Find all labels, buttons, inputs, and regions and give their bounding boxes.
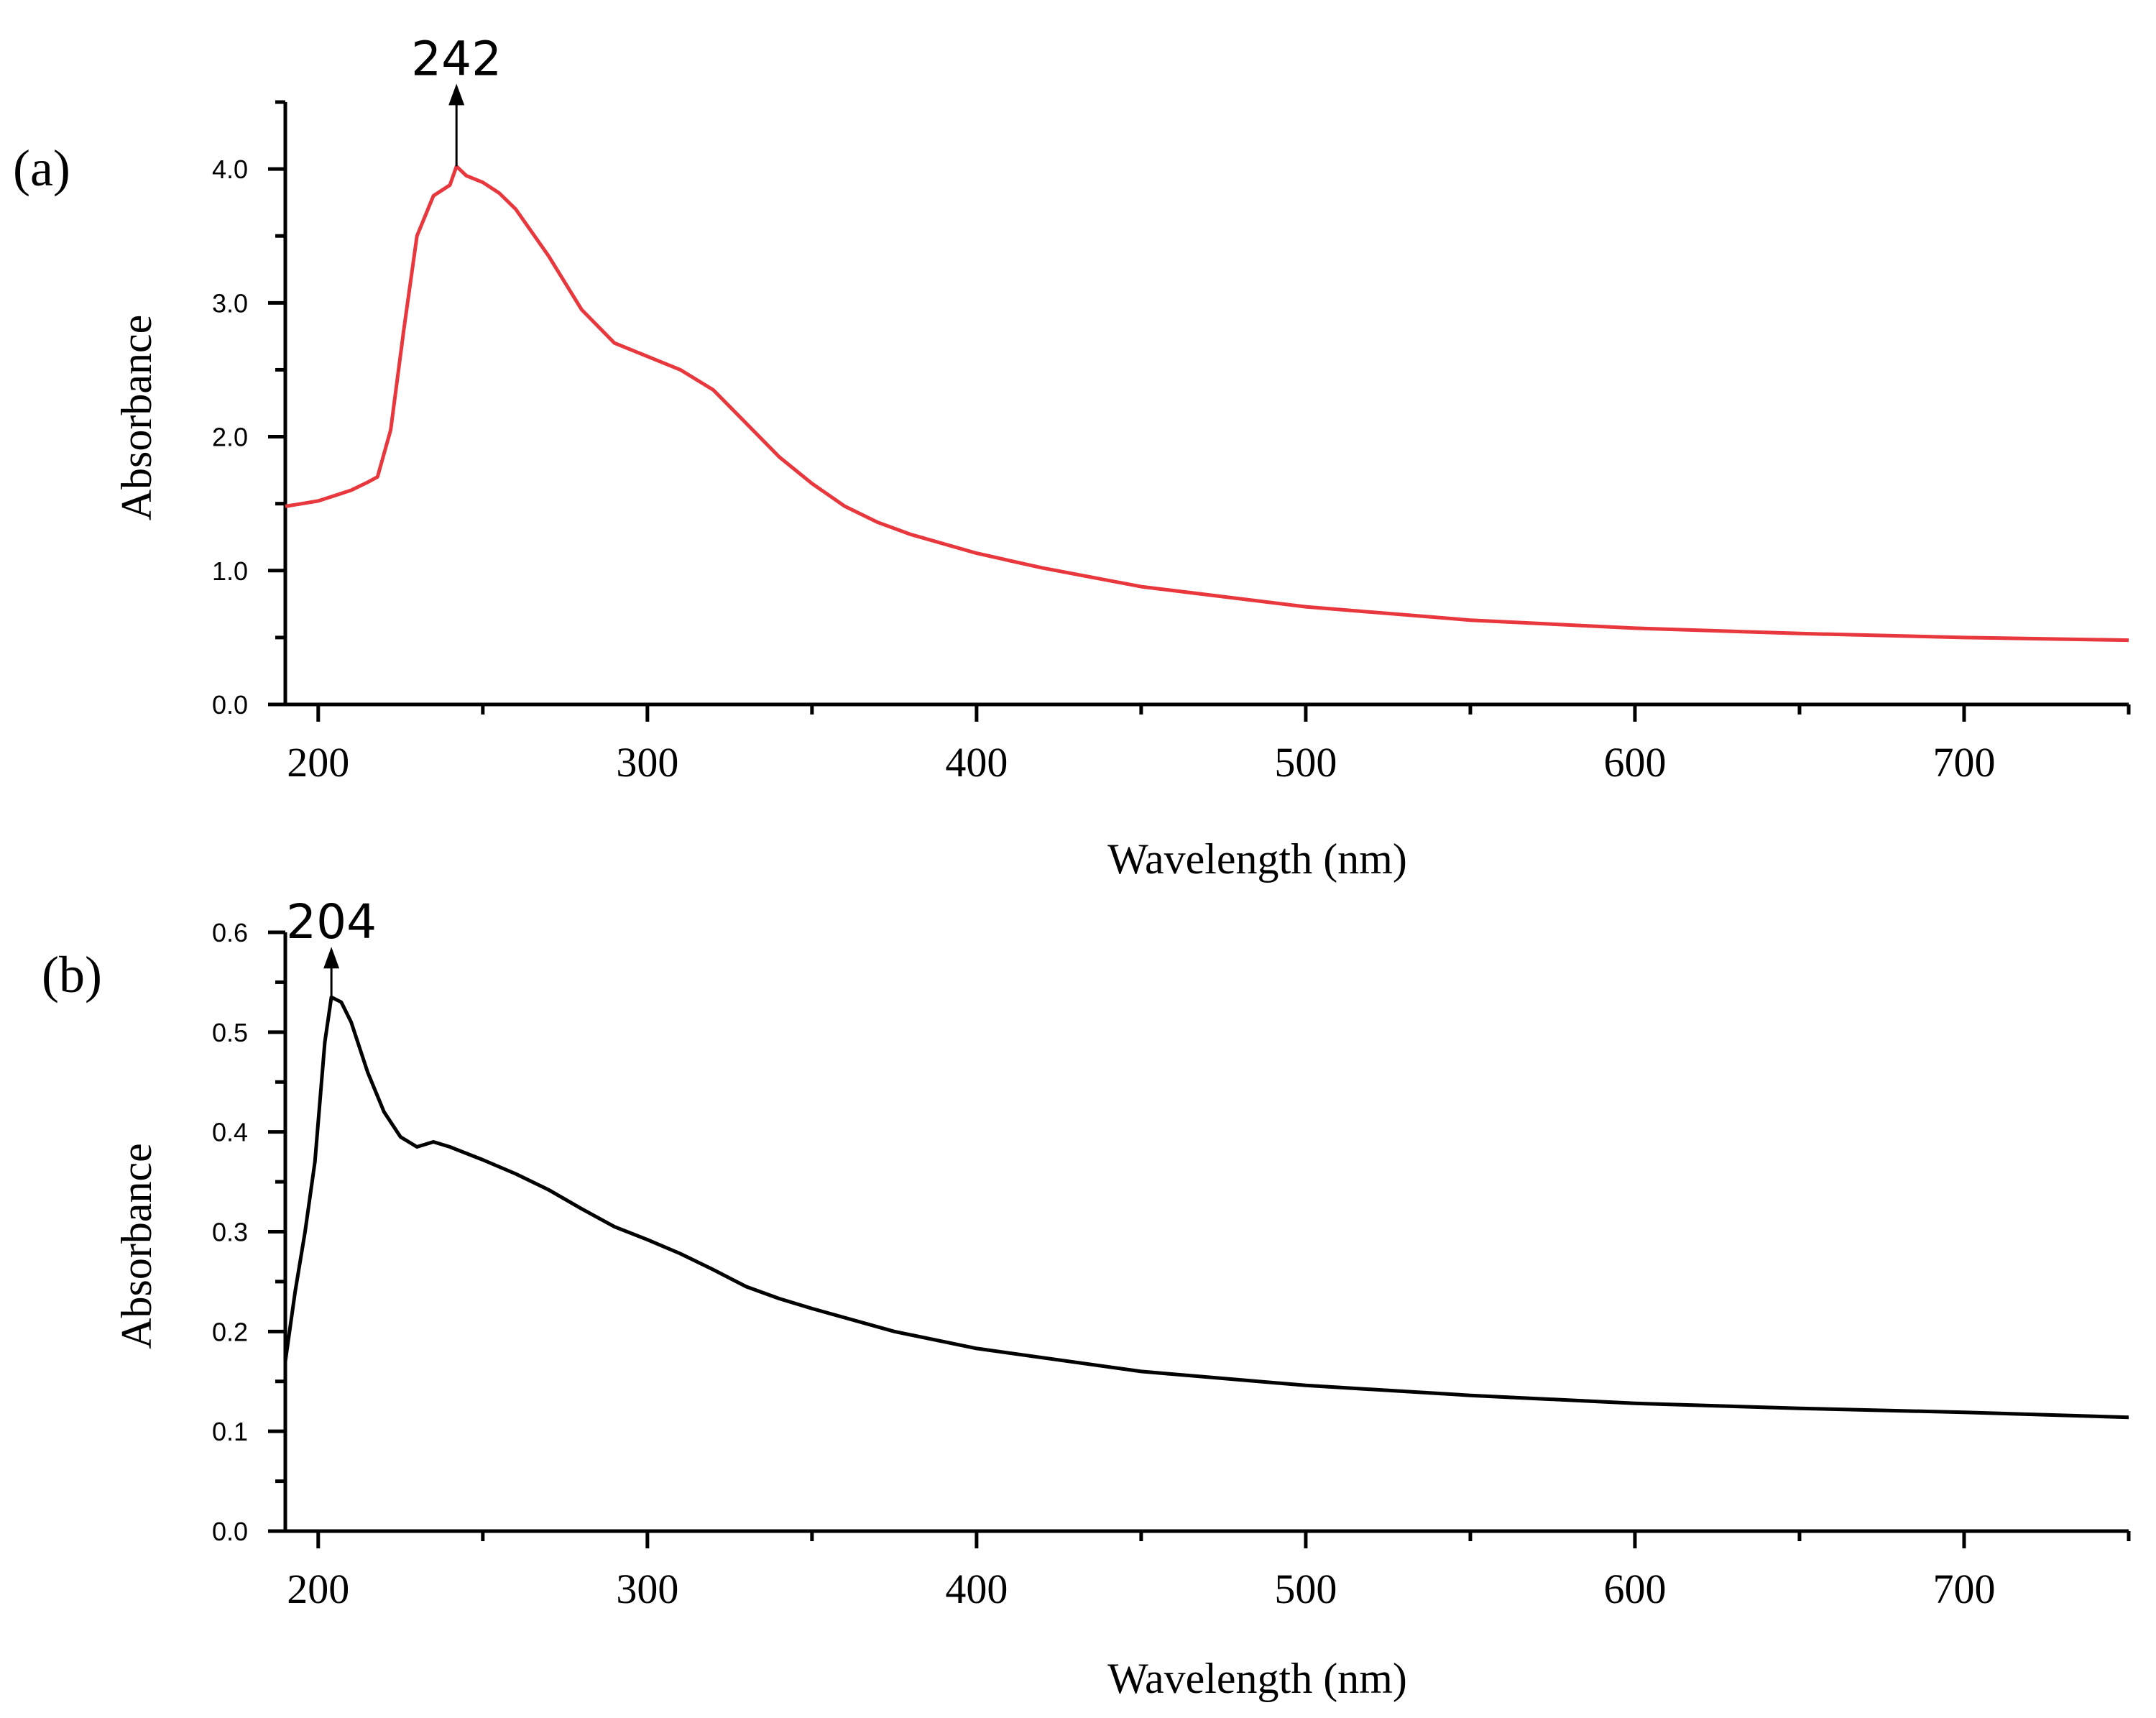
- x-tick-label: 200: [287, 739, 349, 786]
- peak-label: 242: [411, 31, 502, 86]
- x-tick-label: 600: [1603, 1566, 1666, 1612]
- y-tick-label: 0.6: [212, 918, 248, 947]
- peak-arrow-icon: [448, 83, 465, 106]
- chart-panel-a: 200 300 400 500 600 700 0.0 1.0 2.0 3.0 4.0 Wavelen…: [13, 31, 2131, 883]
- x-axis-title: Wavelength (nm): [1107, 835, 1407, 883]
- x-tick-label: 400: [945, 739, 1008, 786]
- y-axis-title: Absorbance: [113, 1143, 160, 1349]
- y-tick-label: 4.0: [212, 155, 248, 184]
- series-line-spectrum-b: [283, 995, 2129, 1420]
- y-tick-label: 1.0: [212, 556, 248, 586]
- y-tick-label: 0.2: [212, 1317, 248, 1346]
- y-tick-label: 0.0: [212, 690, 248, 720]
- y-tick-label: 0.1: [212, 1417, 248, 1446]
- panel-label: (b): [42, 946, 102, 1003]
- x-axis-title: Wavelength (nm): [1107, 1655, 1407, 1702]
- x-tick-label: 400: [945, 1566, 1008, 1612]
- y-tick-label: 0.3: [212, 1218, 248, 1247]
- x-tick-label: 600: [1603, 739, 1666, 786]
- x-tick-label: 700: [1932, 1566, 1995, 1612]
- peak-arrow-icon: [323, 947, 340, 969]
- series-line-spectrum-a: [285, 164, 2129, 643]
- y-tick-label: 0.0: [212, 1517, 248, 1546]
- chart-panel-b: 200 300 400 500 600 700 0.0 0.1 0.2 0.3 0.4 0.5 0.6 W…: [42, 894, 2131, 1702]
- y-tick-label: 2.0: [212, 423, 248, 452]
- y-axis-title: Absorbance: [113, 315, 160, 521]
- x-tick-label: 500: [1274, 739, 1337, 786]
- y-tick-label: 3.0: [212, 288, 248, 318]
- x-tick-label: 300: [616, 1566, 678, 1612]
- panel-label: (a): [13, 139, 70, 197]
- y-tick-label: 0.5: [212, 1018, 248, 1047]
- x-tick-label: 500: [1274, 1566, 1337, 1612]
- x-tick-label: 700: [1932, 739, 1995, 786]
- x-tick-label: 200: [287, 1566, 349, 1612]
- peak-label: 204: [286, 894, 377, 950]
- y-tick-label: 0.4: [212, 1118, 248, 1147]
- x-tick-label: 300: [616, 739, 678, 786]
